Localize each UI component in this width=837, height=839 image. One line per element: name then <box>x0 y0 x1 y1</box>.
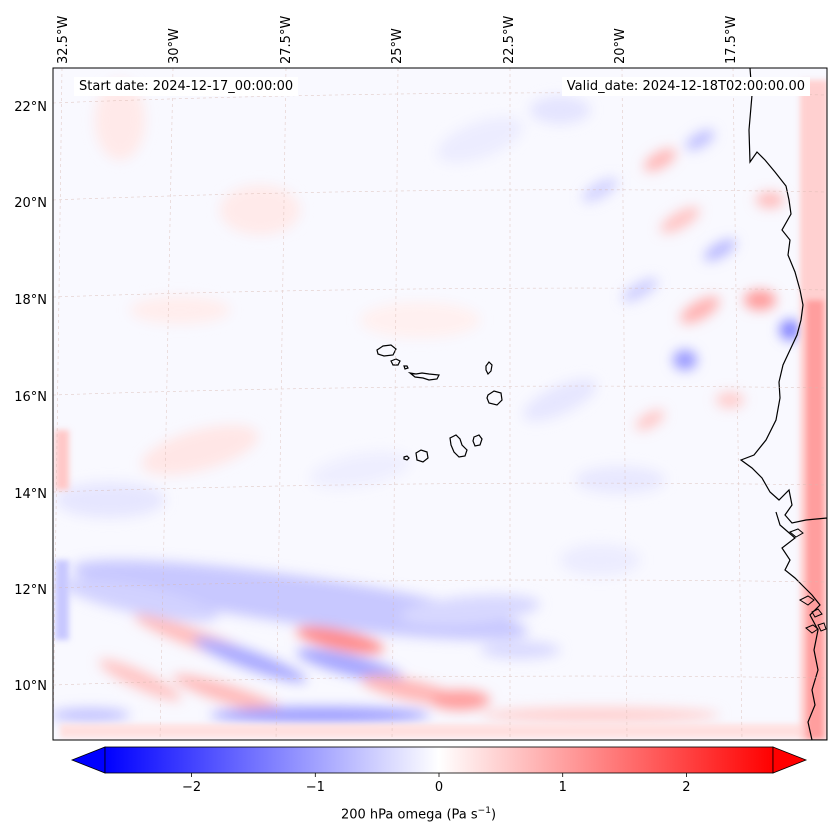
island-fogo <box>415 449 429 463</box>
colorbar-tick-label: 1 <box>559 780 567 795</box>
lon-label: 27.5°W <box>279 16 294 64</box>
lat-label: 10°N <box>14 679 47 694</box>
colorbar-label-close: ) <box>490 807 497 823</box>
colorbar-extend-min <box>70 746 106 774</box>
lat-label: 12°N <box>14 583 47 598</box>
lon-label: 30°W <box>167 28 182 64</box>
island-boa-vista <box>486 390 503 406</box>
island-sal <box>485 361 493 376</box>
island-santiago <box>449 434 468 458</box>
map-frame <box>52 67 828 741</box>
lat-labels: 22°N 20°N 18°N 16°N 14°N 12°N 10°N <box>14 100 47 694</box>
field-background <box>53 68 827 740</box>
colorbar-ticks: −2 −1 0 1 2 <box>182 773 691 795</box>
lon-label: 25°W <box>390 28 405 64</box>
colorbar-gradient <box>104 746 774 774</box>
lon-label: 22.5°W <box>502 16 517 64</box>
lon-labels: 32.5°W 30°W 27.5°W 25°W 22.5°W 20°W 17.5… <box>56 16 739 64</box>
colorbar-tick-label: 0 <box>435 780 443 795</box>
colorbar-extend-max <box>772 746 808 774</box>
omega-field <box>53 80 800 723</box>
island-santo-antao <box>376 344 397 357</box>
colorbar-tick-label: −2 <box>182 780 201 795</box>
colorbar-tick-label: 2 <box>682 780 690 795</box>
island-bissagos-3 <box>805 624 819 634</box>
colorbar-label: 200 hPa omega (Pa s−1) <box>0 806 837 822</box>
map-panel <box>53 68 827 740</box>
coastline-africa <box>739 68 827 740</box>
colorbar: −2 −1 0 1 2 <box>70 746 808 795</box>
island-bissagos-4 <box>817 622 827 632</box>
colorbar-label-text: 200 hPa omega (Pa s <box>340 807 478 823</box>
gridlines <box>53 68 827 740</box>
colorbar-tick-label: −1 <box>306 780 325 795</box>
island-bissagos-2 <box>811 608 823 618</box>
lat-label: 14°N <box>14 487 47 502</box>
island-santa-luzia <box>403 365 409 370</box>
colorbar-label-exponent: −1 <box>477 806 491 816</box>
lat-label: 18°N <box>14 293 47 308</box>
island-brava <box>403 455 410 461</box>
island-gulf <box>789 528 804 538</box>
island-bissagos-1 <box>798 595 815 606</box>
lat-label: 20°N <box>14 196 47 211</box>
island-sao-vicente <box>390 358 401 366</box>
valid-date: Valid_date: 2024-12-18T02:00:00.00 <box>561 77 810 96</box>
start-date: Start date: 2024-12-17_00:00:00 <box>74 77 299 96</box>
lat-label: 22°N <box>14 100 47 115</box>
cape-verde-islands <box>376 344 503 463</box>
island-sao-nicolau <box>407 372 440 381</box>
island-maio <box>472 434 483 447</box>
lon-label: 17.5°W <box>724 16 739 64</box>
lon-label: 32.5°W <box>56 16 71 64</box>
lon-label: 20°W <box>613 28 628 64</box>
lat-label: 16°N <box>14 390 47 405</box>
